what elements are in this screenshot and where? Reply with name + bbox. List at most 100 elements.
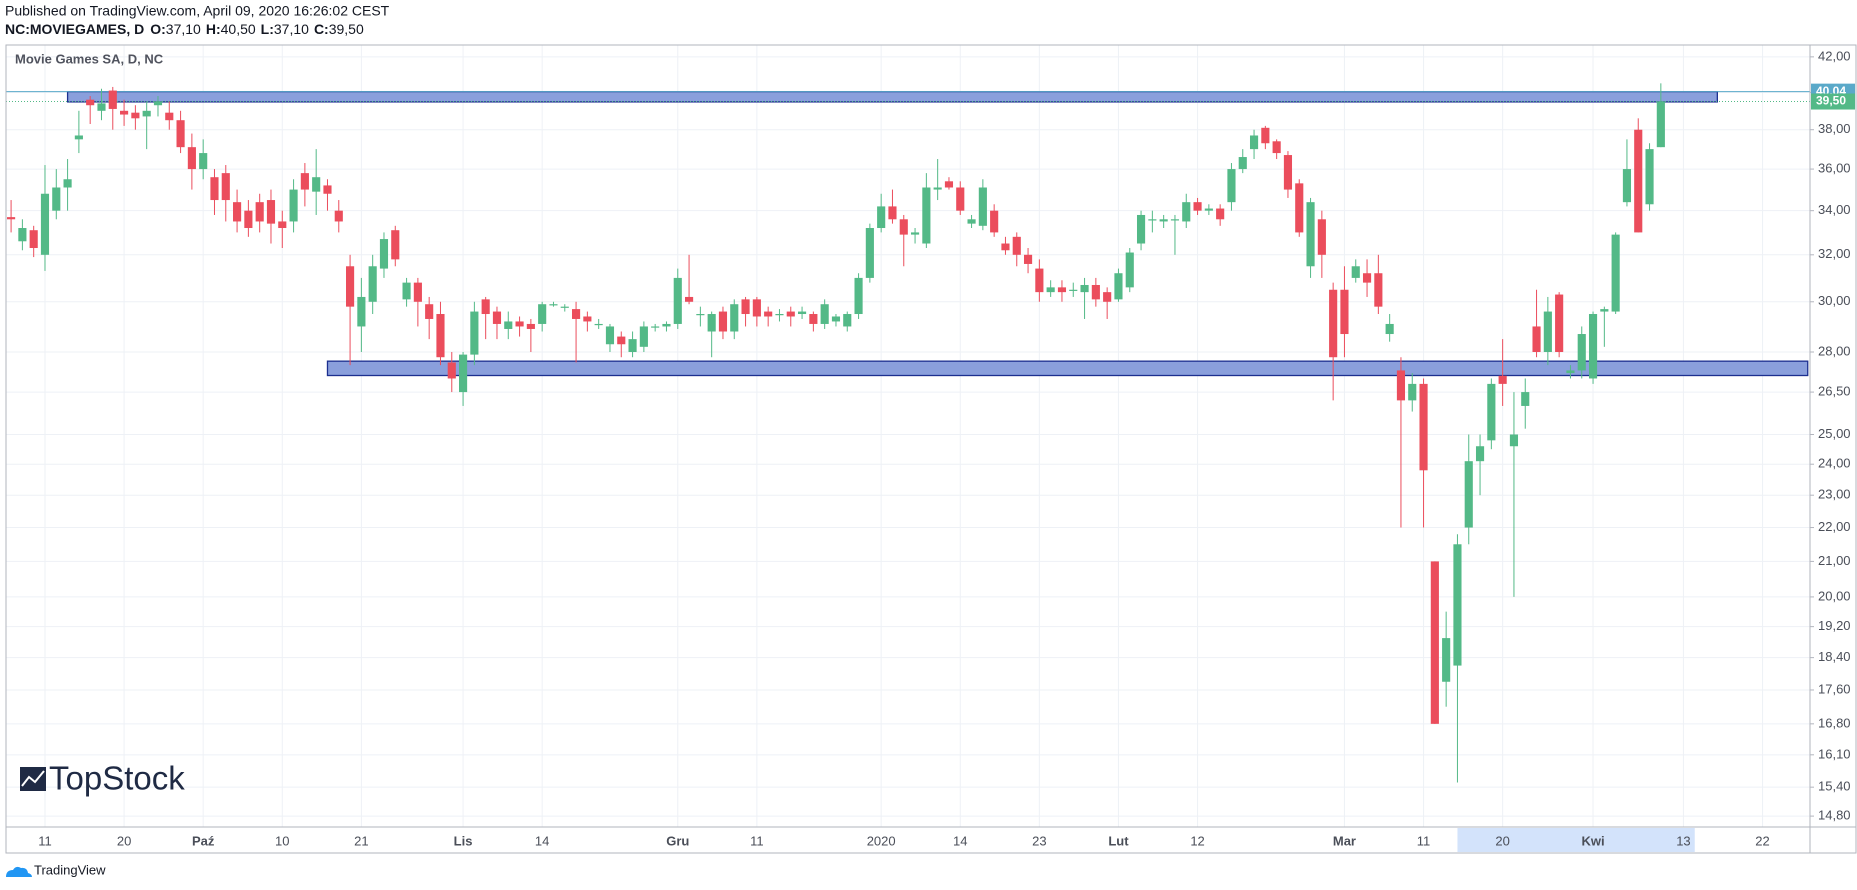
candle-body [1329, 289, 1338, 358]
ohlc-key: C: [314, 21, 329, 37]
grid [6, 45, 1810, 827]
ohlc-value: 37,10 [166, 21, 201, 37]
candle-body [199, 153, 208, 170]
candle-body [1170, 219, 1180, 221]
candle-body [775, 314, 784, 316]
candle-body [696, 314, 705, 316]
zone [66, 90, 1718, 103]
ohlc-value: 39,50 [329, 21, 364, 37]
candle-body [1069, 289, 1078, 291]
candle-body [300, 173, 309, 190]
y-tick-label: 16,10 [1818, 746, 1851, 761]
x-tick-label: Kwi [1581, 833, 1604, 848]
y-tick-label: 38,00 [1818, 121, 1851, 136]
y-tick-label: 22,00 [1818, 519, 1851, 534]
candle-body [1498, 375, 1507, 384]
y-tick-label: 26,50 [1818, 384, 1851, 399]
x-tick-label: 10 [275, 833, 289, 848]
candle-body [628, 339, 637, 353]
candle-body [1611, 234, 1620, 312]
footer-text: TradingView [34, 862, 106, 877]
candle-body [18, 228, 27, 242]
candle-body [583, 316, 592, 322]
candle-body [956, 187, 965, 211]
y-tick-label: 30,00 [1818, 293, 1851, 308]
y-tick-label: 17,60 [1818, 681, 1851, 696]
y-tick-label: 16,80 [1818, 715, 1851, 730]
candle-body [1442, 638, 1451, 682]
candle-body [877, 206, 886, 229]
candle-body [1114, 273, 1123, 300]
x-tick-label: 11 [38, 833, 52, 848]
x-tick-label: 20 [1495, 833, 1509, 848]
candle-body [538, 304, 547, 324]
price-label-box [1811, 93, 1855, 110]
candle-body [346, 266, 355, 307]
candle-body [1012, 236, 1021, 255]
x-tick-label: Gru [666, 833, 689, 848]
candle-body [1362, 273, 1372, 283]
y-tick-label: 19,20 [1818, 618, 1851, 633]
candle-body [899, 219, 908, 235]
axes: 14,80 15,40 16,10 16,80 17,60 18,40 19,20 20,00… [5, 44, 1857, 854]
candle-body [673, 277, 682, 324]
candle-body [1182, 202, 1191, 222]
candle-body [142, 110, 151, 117]
chart-title: Movie Games SA, D, NC [15, 51, 164, 66]
candle-body [481, 299, 490, 315]
candle-body [1521, 392, 1530, 406]
candle-body [1645, 149, 1654, 205]
candle-body [1283, 155, 1293, 190]
ohlc-key: H: [206, 21, 221, 37]
x-tick-label: Lut [1108, 833, 1129, 848]
x-tick-label: 11 [1417, 833, 1431, 848]
candle-body [1634, 129, 1643, 233]
candle-body [752, 299, 761, 317]
frame [5, 44, 1857, 854]
candle-body [266, 200, 276, 224]
candle-body [7, 217, 16, 220]
candle-body [843, 314, 852, 327]
symbol-line: NC:MOVIEGAMES, D O:37,10 H:40,50 L:37,10 C:3… [5, 21, 364, 37]
candle-body [1272, 141, 1281, 154]
candle-body [1001, 243, 1010, 251]
x-tick-label: Mar [1333, 833, 1356, 848]
candle-body [97, 103, 106, 111]
candle-body [1351, 266, 1360, 278]
candle-body [786, 311, 795, 317]
ohlc-value: 40,50 [221, 21, 256, 37]
candle-body [572, 309, 581, 319]
candle-body [764, 311, 773, 317]
candle-body [1453, 544, 1462, 666]
candle-body [910, 232, 920, 235]
candle-body [1408, 383, 1417, 401]
candle-body [289, 189, 298, 222]
y-tick-label: 32,00 [1818, 246, 1851, 261]
symbol: NC:MOVIEGAMES, D [5, 21, 144, 37]
candle-body [436, 314, 445, 358]
candle-body [707, 314, 716, 332]
candle-body [560, 306, 569, 308]
candle-body [1238, 157, 1247, 170]
x-tick-label: 20 [117, 833, 131, 848]
candle-body [323, 185, 332, 194]
x-tick-label: Lis [454, 833, 473, 848]
y-tick-label: 23,00 [1818, 487, 1851, 502]
candle-body [334, 210, 343, 222]
y-tick-label: 28,00 [1818, 343, 1851, 358]
x-tick-label: Paź [192, 833, 215, 848]
candle-body [1023, 254, 1033, 264]
candle-body [425, 304, 434, 319]
candle-body [244, 210, 253, 229]
plot [6, 83, 1810, 783]
candle-body [1216, 208, 1225, 220]
candle-body [594, 323, 603, 326]
candle-body [1588, 314, 1598, 379]
x-tick-label: 11 [750, 833, 764, 848]
candle-body [741, 299, 750, 315]
y-tick-label: 36,00 [1818, 161, 1851, 176]
y-tick-label: 20,00 [1818, 588, 1851, 603]
candle-body [402, 282, 411, 300]
